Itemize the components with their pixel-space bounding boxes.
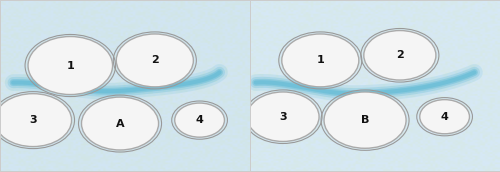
Circle shape	[28, 36, 112, 95]
Circle shape	[82, 97, 158, 150]
Circle shape	[364, 31, 436, 80]
Text: 4: 4	[440, 112, 448, 122]
Text: 2: 2	[396, 50, 404, 60]
Text: 1: 1	[316, 55, 324, 65]
Text: B: B	[361, 115, 369, 125]
Circle shape	[116, 34, 194, 87]
Text: 1: 1	[66, 61, 74, 71]
Text: 2: 2	[151, 55, 158, 65]
Circle shape	[420, 100, 470, 134]
Text: 3: 3	[29, 115, 37, 125]
Circle shape	[247, 92, 319, 141]
Text: A: A	[116, 119, 124, 128]
Circle shape	[0, 94, 72, 147]
Circle shape	[174, 103, 224, 137]
Text: 3: 3	[279, 112, 287, 122]
Text: 4: 4	[196, 115, 203, 125]
Circle shape	[282, 34, 359, 87]
Circle shape	[324, 92, 406, 148]
